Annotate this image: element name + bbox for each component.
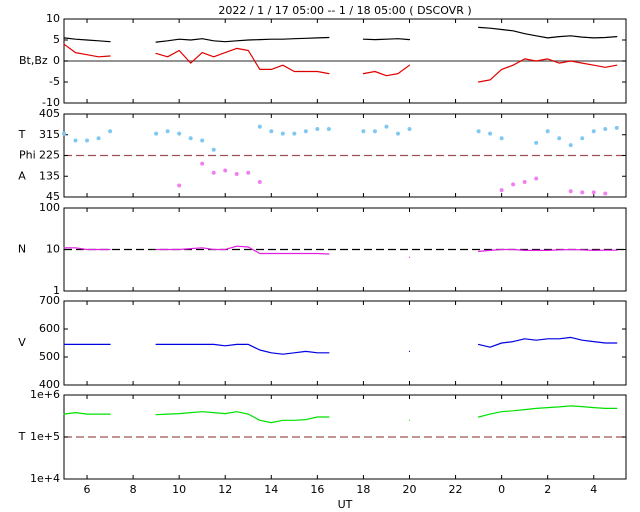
data-point	[223, 168, 228, 173]
x-tick-label: 0	[498, 483, 505, 496]
data-point	[499, 188, 504, 193]
y-axis-label: T	[18, 430, 26, 443]
x-tick-label: 16	[310, 483, 324, 496]
data-point	[73, 138, 78, 143]
data-line	[63, 245, 618, 258]
data-point	[188, 136, 193, 141]
data-point	[568, 143, 573, 148]
data-point	[246, 170, 251, 175]
x-tick-label: 8	[130, 483, 137, 496]
data-point	[534, 140, 539, 145]
data-point	[211, 147, 216, 152]
y-tick-label: 400	[39, 378, 60, 391]
x-tick-label: 4	[590, 483, 597, 496]
x-tick-label: 12	[218, 483, 232, 496]
data-point	[257, 124, 262, 129]
data-point	[384, 124, 389, 129]
y-tick-label: 45	[46, 190, 60, 203]
data-point	[200, 161, 205, 166]
y-tick-label: 600	[39, 322, 60, 335]
data-point	[315, 126, 320, 131]
data-point	[85, 138, 90, 143]
data-point	[557, 136, 562, 141]
y-axis-label: N	[18, 243, 26, 256]
y-axis-label: Bt,Bz	[19, 54, 48, 67]
x-tick-label: 18	[356, 483, 370, 496]
y-tick-label: 500	[39, 350, 60, 363]
plot-frame	[63, 300, 627, 386]
data-point	[603, 126, 608, 131]
data-point	[108, 129, 113, 134]
data-point	[591, 129, 596, 134]
y-tick-label: 135	[39, 169, 60, 182]
x-tick-label: 6	[84, 483, 91, 496]
x-tick-label: 22	[449, 483, 463, 496]
x-tick-label: 10	[172, 483, 186, 496]
y-tick-label: 1e+4	[30, 472, 60, 485]
x-tick-label: 2	[544, 483, 551, 496]
data-point	[257, 180, 262, 185]
y-axis-label: V	[18, 336, 26, 349]
y-tick-label: -5	[49, 75, 60, 88]
y-tick-label: 100	[39, 201, 60, 214]
data-point	[603, 191, 608, 196]
data-point	[395, 131, 400, 136]
y-tick-label: 10	[46, 243, 60, 256]
chart-title: 2022 / 1 / 17 05:00 -- 1 / 18 05:00 ( DS…	[218, 4, 471, 17]
data-line	[63, 336, 618, 355]
data-point	[234, 171, 239, 176]
data-line	[63, 43, 618, 83]
data-point	[476, 129, 481, 134]
data-point	[280, 131, 285, 136]
y-tick-label: 405	[39, 107, 60, 120]
y-tick-label: 10	[46, 12, 60, 25]
data-point	[292, 131, 297, 136]
data-point	[545, 129, 550, 134]
y-tick-label: 0	[53, 54, 60, 67]
y-tick-label: 315	[39, 128, 60, 141]
y-axis-label: Phi	[19, 149, 36, 162]
data-point	[177, 131, 182, 136]
data-point	[614, 125, 619, 130]
data-point	[361, 129, 366, 134]
data-line	[63, 26, 618, 43]
data-point	[499, 136, 504, 141]
y-tick-label: 1e+5	[30, 430, 60, 443]
y-axis-label: T	[18, 128, 26, 141]
data-point	[522, 180, 527, 185]
data-point	[591, 190, 596, 195]
data-point	[165, 129, 170, 134]
data-point	[177, 183, 182, 188]
data-point	[269, 129, 274, 134]
y-axis-label: A	[18, 169, 26, 182]
y-tick-label: 1	[53, 284, 60, 297]
x-tick-label: 14	[264, 483, 278, 496]
data-point	[580, 136, 585, 141]
data-point	[534, 176, 539, 181]
data-point	[580, 190, 585, 195]
data-point	[96, 136, 101, 141]
x-axis-label: UT	[338, 498, 353, 511]
y-tick-label: 5	[53, 33, 60, 46]
data-point	[488, 131, 493, 136]
data-point	[62, 131, 66, 136]
y-tick-label: 1e+6	[30, 388, 60, 401]
data-point	[154, 131, 159, 136]
data-point	[568, 189, 573, 194]
data-point	[326, 126, 331, 131]
data-point	[200, 138, 205, 143]
x-tick-label: 20	[402, 483, 416, 496]
data-point	[372, 129, 377, 134]
data-point	[211, 170, 216, 175]
y-tick-label: 225	[39, 149, 60, 162]
y-tick-label: -10	[42, 96, 60, 109]
data-line	[63, 405, 618, 424]
data-point	[407, 126, 412, 131]
y-tick-label: 700	[39, 294, 60, 307]
data-point	[511, 182, 516, 187]
data-point	[303, 129, 308, 134]
